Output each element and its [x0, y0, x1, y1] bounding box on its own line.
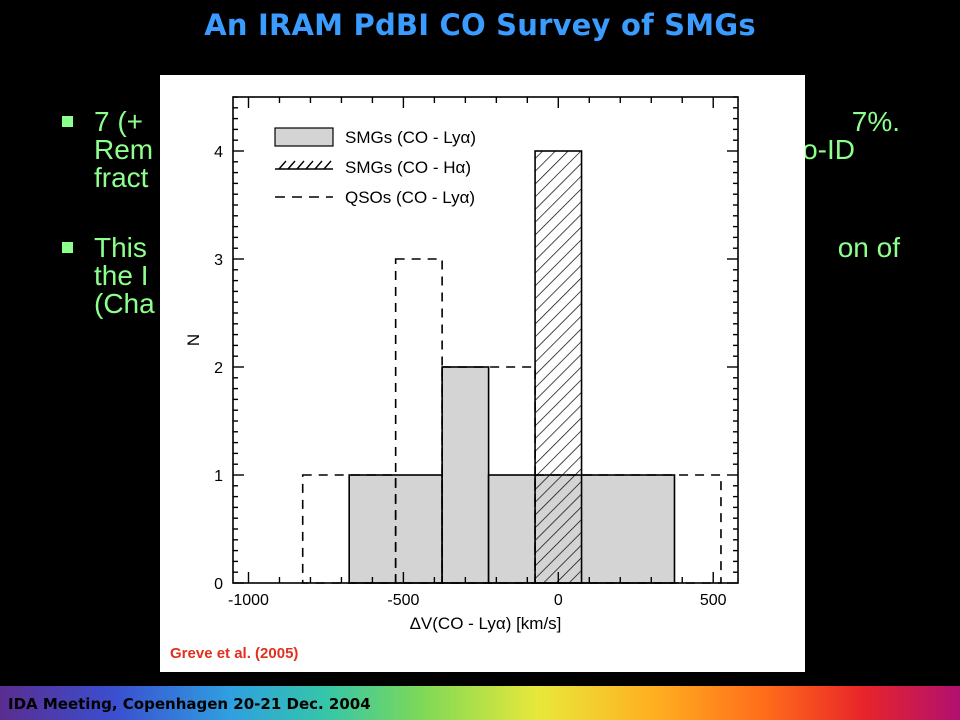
- bullet-text-fragment: This: [94, 232, 147, 263]
- legend-swatch: [323, 160, 332, 170]
- y-tick-label: 3: [214, 252, 223, 269]
- bullet-item-2: This on of the I (Cha: [60, 234, 900, 318]
- bullet-square-icon: [62, 116, 73, 127]
- bullet-row: (Cha: [94, 290, 900, 318]
- y-tick-label: 4: [214, 144, 223, 161]
- histogram-bar: [441, 366, 490, 584]
- legend-swatch: [314, 160, 323, 170]
- bullet-row: Rem o-ID: [94, 136, 900, 164]
- y-tick-label: 0: [214, 576, 223, 593]
- bullet-text-fragment: o-ID: [802, 134, 855, 165]
- x-axis-label: ΔV(CO - Lyα) [km/s]: [410, 614, 562, 633]
- plot-frame: [232, 96, 739, 584]
- footer-text: IDA Meeting, Copenhagen 20-21 Dec. 2004: [8, 695, 371, 713]
- bullet-text-fragment: Rem: [94, 134, 154, 165]
- legend-swatch: [305, 160, 314, 170]
- x-tick-label: 0: [554, 592, 563, 609]
- legend-label: SMGs (CO - Hα): [345, 158, 471, 177]
- bullet-row: fract: [94, 164, 900, 192]
- x-tick-label: -500: [387, 592, 419, 609]
- bullet-text-fragment: 7%.: [851, 106, 900, 137]
- y-axis-label: N: [184, 334, 203, 346]
- figure-caption: Greve et al. (2005): [170, 645, 299, 662]
- footer-bar: IDA Meeting, Copenhagen 20-21 Dec. 2004: [0, 686, 960, 720]
- legend-label: SMGs (CO - Lyα): [345, 128, 476, 147]
- y-tick-label: 1: [214, 468, 223, 485]
- histogram-figure: -1000 -500 0 500 0 1 2 3 4 ΔV(CO - Lyα) [km/s] N S…: [160, 75, 805, 672]
- bullet-square-icon: [62, 242, 73, 253]
- bullet-text-fragment: fract: [94, 162, 149, 193]
- histogram-bar: [534, 150, 583, 584]
- bars-layer: [301, 150, 722, 584]
- histogram-chart: -1000 -500 0 500 0 1 2 3 4 ΔV(CO - Lyα) [km/s] N S…: [184, 96, 739, 633]
- bullet-item-1: 7 (+ 7%. Rem o-ID fract: [60, 108, 900, 192]
- y-tick-label: 2: [214, 360, 223, 377]
- x-tick-label: -1000: [228, 592, 269, 609]
- legend: SMGs (CO - Lyα) SMGs (CO - Hα) QSOs (CO - …: [274, 127, 476, 207]
- legend-swatch: [274, 127, 334, 147]
- bullet-list: 7 (+ 7%. Rem o-ID fract This on of the I…: [60, 108, 900, 360]
- slide-title: An IRAM PdBI CO Survey of SMGs: [204, 8, 756, 42]
- x-tick-label: 500: [700, 592, 727, 609]
- legend-swatch: [278, 160, 287, 170]
- bullet-text-fragment: the I: [94, 260, 149, 291]
- legend-label: QSOs (CO - Lyα): [345, 188, 475, 207]
- legend-swatch: [296, 160, 305, 170]
- legend-swatch: [287, 160, 296, 170]
- bullet-row: This on of: [94, 234, 900, 262]
- axes-layer: -1000 -500 0 500 0 1 2 3 4 ΔV(CO - Lyα) [km/s] N: [184, 96, 739, 633]
- bullet-text-fragment: (Cha: [94, 288, 155, 319]
- bullet-row: the I: [94, 262, 900, 290]
- bullet-text-fragment: 7 (+: [94, 106, 144, 137]
- bullet-text-fragment: on of: [837, 232, 900, 263]
- bullet-row: 7 (+ 7%.: [94, 108, 900, 136]
